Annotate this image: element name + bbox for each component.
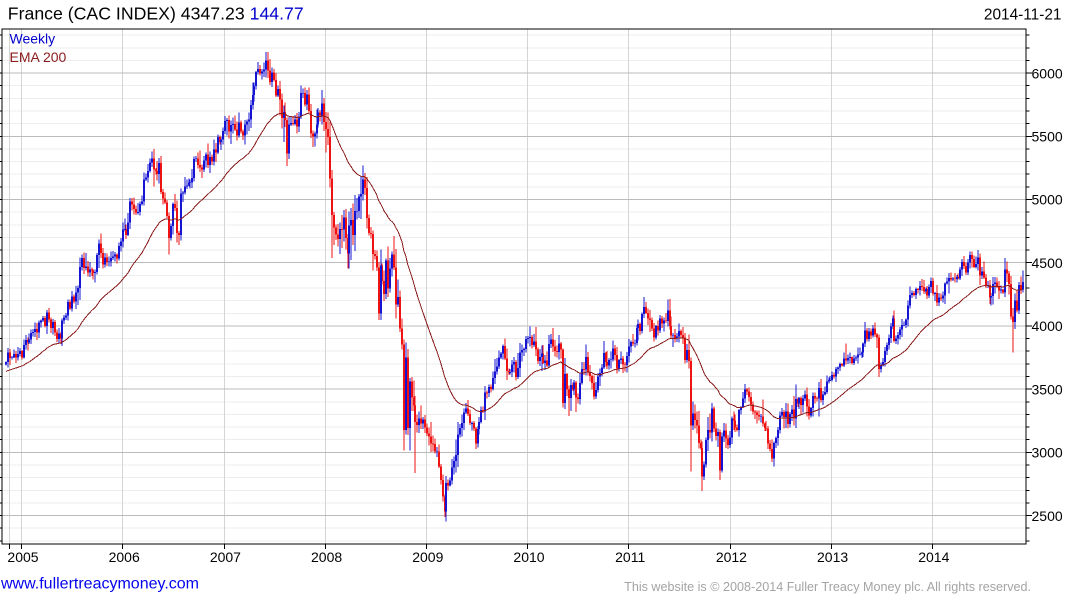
svg-text:2014: 2014 [918,549,949,565]
svg-text:2011: 2011 [615,549,645,565]
svg-text:2014-11-21: 2014-11-21 [984,7,1062,24]
svg-text:2012: 2012 [716,549,747,565]
svg-text:2013: 2013 [817,549,848,565]
svg-text:2005: 2005 [7,549,38,565]
svg-text:2500: 2500 [1032,508,1063,524]
svg-text:This website is © 2008-2014 Fu: This website is © 2008-2014 Fuller Treac… [624,580,1031,594]
svg-text:2007: 2007 [210,549,241,565]
svg-text:5500: 5500 [1032,129,1063,145]
svg-text:3500: 3500 [1032,381,1063,397]
svg-text:2006: 2006 [109,549,140,565]
svg-text:2008: 2008 [311,549,342,565]
svg-text:3000: 3000 [1032,445,1063,461]
svg-text:www.fullertreacymoney.com: www.fullertreacymoney.com [0,576,199,593]
svg-text:EMA 200: EMA 200 [10,49,67,65]
svg-text:2010: 2010 [513,549,544,565]
svg-text:4500: 4500 [1032,255,1063,271]
svg-text:4000: 4000 [1032,318,1063,334]
svg-text:France (CAC INDEX) 4347.23 144: France (CAC INDEX) 4347.23 144.77 [8,4,304,24]
svg-text:5000: 5000 [1032,192,1063,208]
svg-text:Weekly: Weekly [10,31,56,47]
svg-text:2009: 2009 [412,549,443,565]
svg-text:6000: 6000 [1032,65,1063,81]
